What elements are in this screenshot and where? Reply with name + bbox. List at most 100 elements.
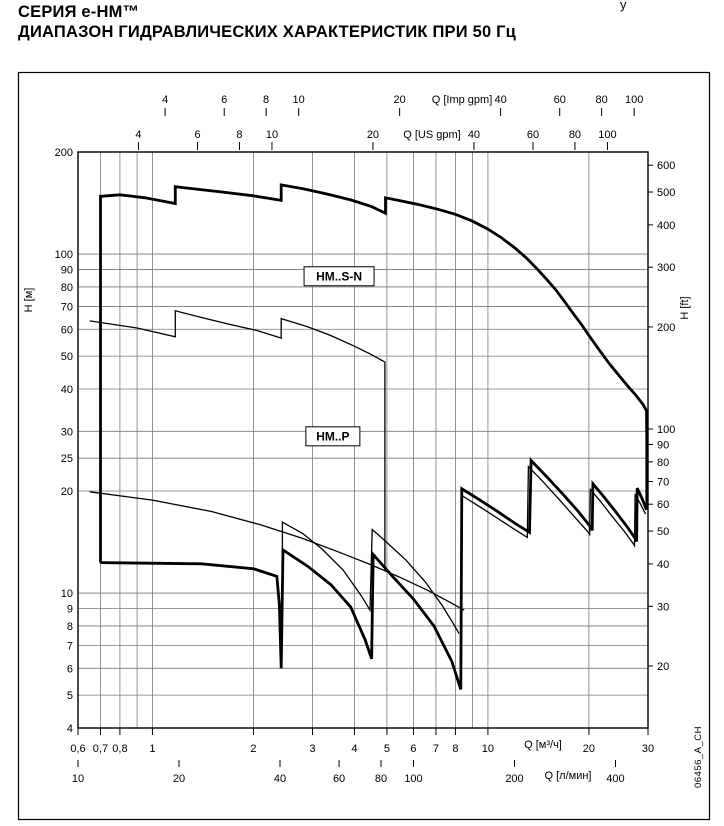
x-axis-tick-label: 100 xyxy=(404,773,422,785)
svg-text:HM..P: HM..P xyxy=(316,429,349,443)
x-axis-tick-label: 10 xyxy=(482,743,494,755)
chart-title: ДИАПАЗОН ГИДРАВЛИЧЕСКИХ ХАРАКТЕРИСТИК ПР… xyxy=(18,23,517,41)
y-axis-tick-label: 25 xyxy=(61,453,73,465)
x-axis-tick-label: 0,8 xyxy=(112,743,127,755)
y-axis-tick-label: 80 xyxy=(657,457,669,469)
y-axis-tick-label: 20 xyxy=(657,661,669,673)
envelope-curve-1 xyxy=(100,457,648,690)
y-axis-tick-label: 10 xyxy=(61,588,73,600)
x-axis-tick-label: 8 xyxy=(452,743,458,755)
x-axis-tick-label: 20 xyxy=(367,129,379,141)
x-axis-tick-label: 30 xyxy=(642,743,654,755)
y-axis-tick-label: 400 xyxy=(657,220,675,232)
x-axis-tick-label: 3 xyxy=(309,743,315,755)
series-title: СЕРИЯ e-HM™ xyxy=(18,3,140,21)
x-axis-us-gpm: 4 6 8 10 20 40 60 80 100 Q [US gpm] xyxy=(135,129,617,150)
y-axis-tick-label: 90 xyxy=(657,440,669,452)
y-axis-right: 600 500 400 300 200 100 90 80 70 60 50 40 30 20 H [ft] xyxy=(648,160,691,673)
y-axis-tick-label: 7 xyxy=(67,641,73,653)
x-axis-tick-label: 10 xyxy=(293,94,305,106)
x-axis-tick-label: 0,6 xyxy=(70,743,85,755)
envelope-curve-0 xyxy=(99,183,649,563)
x-axis-tick-label: 20 xyxy=(173,773,185,785)
envelope-curve-5 xyxy=(461,465,647,549)
y-axis-left-title: H [м] xyxy=(23,288,35,313)
y-axis-tick-label: 50 xyxy=(61,351,73,363)
y-axis-tick-label: 6 xyxy=(67,663,73,675)
y-axis-tick-label: 30 xyxy=(657,601,669,613)
y-axis-tick-label: 500 xyxy=(657,187,675,199)
x-axis-tick-label: 10 xyxy=(266,129,278,141)
x-axis-tick-label: 8 xyxy=(263,94,269,106)
x-axis-tick-label: 60 xyxy=(333,773,345,785)
envelope-curve-2 xyxy=(89,309,386,572)
x-axis-tick-label: 100 xyxy=(625,94,643,106)
x-axis-tick-label: 7 xyxy=(433,743,439,755)
x-axis-tick-label: 10 xyxy=(72,773,84,785)
x-axis-tick-label: 4 xyxy=(351,743,357,755)
x-axis-title: Q [л/мин] xyxy=(545,770,592,782)
x-axis-tick-label: 6 xyxy=(194,129,200,141)
x-axis-tick-label: 400 xyxy=(606,773,624,785)
x-axis-tick-label: 6 xyxy=(410,743,416,755)
x-axis-tick-label: 80 xyxy=(375,773,387,785)
x-axis-tick-label: 60 xyxy=(554,94,566,106)
x-axis-tick-label: 20 xyxy=(394,94,406,106)
y-axis-tick-label: 20 xyxy=(61,486,73,498)
y-axis-tick-label: 40 xyxy=(61,384,73,396)
y-axis-tick-label: 50 xyxy=(657,526,669,538)
y-axis-tick-label: 8 xyxy=(67,621,73,633)
x-axis-lmin: 10 20 40 60 80 100 200 400 Q [л/мин] xyxy=(72,760,625,785)
x-axis-tick-label: 4 xyxy=(162,94,168,106)
cropped-text-fragment: у xyxy=(620,0,627,12)
plot-border xyxy=(77,151,649,729)
pump-family-label: HM..S-N xyxy=(303,266,375,287)
x-axis-tick-label: 40 xyxy=(274,773,286,785)
y-axis-tick-label: 200 xyxy=(55,147,73,159)
y-axis-tick-label: 200 xyxy=(657,322,675,334)
x-axis-tick-label: 200 xyxy=(505,773,523,785)
x-axis-title: Q [Imp gpm] xyxy=(432,94,493,106)
x-axis-tick-label: 0,7 xyxy=(93,743,108,755)
x-axis-tick-label: 40 xyxy=(468,129,480,141)
x-axis-tick-label: 6 xyxy=(221,94,227,106)
x-axis-tick-label: 80 xyxy=(595,94,607,106)
y-axis-left: 200 100 90 80 70 60 50 40 30 25 20 10 9 8 7 6 5 4 H [м] xyxy=(23,147,73,735)
x-axis-title: Q [US gpm] xyxy=(403,129,460,141)
x-axis-tick-label: 5 xyxy=(384,743,390,755)
y-axis-tick-label: 100 xyxy=(657,424,675,436)
document-code: 06456_A_CH xyxy=(693,726,704,788)
y-axis-tick-label: 5 xyxy=(67,690,73,702)
x-axis-tick-label: 2 xyxy=(250,743,256,755)
y-axis-tick-label: 30 xyxy=(61,426,73,438)
y-axis-tick-label: 60 xyxy=(61,324,73,336)
y-axis-right-title: H [ft] xyxy=(679,296,691,319)
y-axis-tick-label: 70 xyxy=(657,477,669,489)
chart-frame xyxy=(17,71,711,821)
envelope-curves xyxy=(89,183,649,690)
y-axis-tick-label: 100 xyxy=(55,249,73,261)
x-axis-m3h: 0,6 0,7 0,8 1 2 3 4 5 6 7 8 10 20 30 Q [м³/ч] xyxy=(70,728,654,755)
x-axis-tick-label: 4 xyxy=(135,129,141,141)
x-axis-tick-label: 100 xyxy=(598,129,616,141)
x-axis-tick-label: 1 xyxy=(149,743,155,755)
x-axis-tick-label: 80 xyxy=(569,129,581,141)
envelope-curve-4 xyxy=(281,520,460,634)
page-title: СЕРИЯ e-HM™ ДИАПАЗОН ГИДРАВЛИЧЕСКИХ ХАРА… xyxy=(18,2,516,42)
y-axis-tick-label: 300 xyxy=(657,262,675,274)
x-axis-title: Q [м³/ч] xyxy=(524,739,562,751)
x-axis-tick-label: 8 xyxy=(236,129,242,141)
y-axis-tick-label: 80 xyxy=(61,282,73,294)
pump-family-label: HM..P xyxy=(305,426,361,447)
y-axis-tick-label: 90 xyxy=(61,265,73,277)
y-axis-tick-label: 9 xyxy=(67,604,73,616)
x-axis-tick-label: 60 xyxy=(527,129,539,141)
y-axis-tick-label: 60 xyxy=(657,499,669,511)
x-axis-tick-label: 20 xyxy=(583,743,595,755)
y-axis-tick-label: 40 xyxy=(657,559,669,571)
y-axis-tick-label: 600 xyxy=(657,160,675,172)
y-axis-tick-label: 4 xyxy=(67,723,73,735)
x-axis-imp-gpm: 4 6 8 10 20 40 60 80 100 Q [Imp gpm] xyxy=(162,94,643,116)
